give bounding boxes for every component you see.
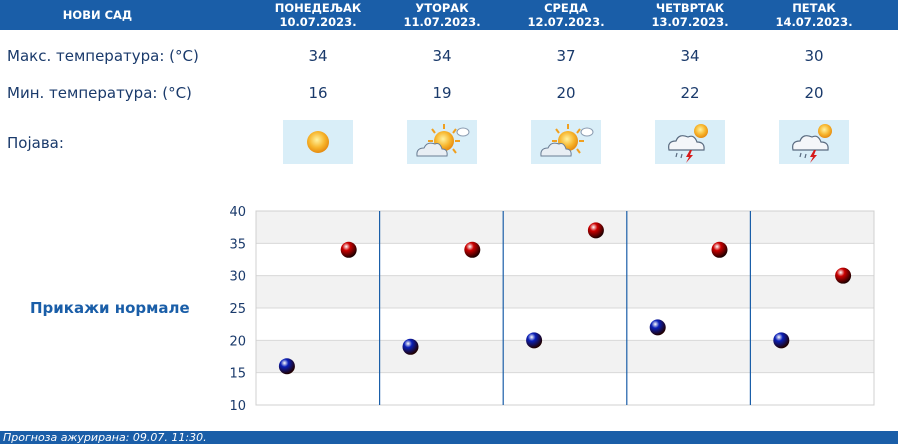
grid-band [256,211,874,244]
grid-band [256,308,874,341]
show-normals-link[interactable]: Прикажи нормале [30,299,190,317]
temperature-chart: 10 15 20 25 30 35 40 [229,205,875,414]
day-header-1: ПОНЕДЕЉАК 10.07.2023. [256,1,380,29]
day-date: 11.07.2023. [403,15,481,29]
grid-band [256,372,874,405]
y-tick-label: 20 [229,334,246,349]
max-temp-point [711,241,728,258]
y-tick-label: 25 [229,302,246,317]
day-name: ЧЕТВРТАК [655,1,725,15]
y-tick-label: 15 [229,367,246,382]
max-temp-day-5: 30 [804,47,824,65]
partly-cloudy-icon [531,120,601,164]
y-tick-label: 30 [229,270,246,285]
day-name: ПЕТАК [792,1,836,15]
min-temp-point [402,338,419,355]
min-temp-label: Мин. температура: (°C) [7,84,192,102]
day-header-5: ПЕТАК 14.07.2023. [752,1,876,29]
plot-frame [255,210,875,406]
max-temp-point [464,241,481,258]
max-temp-day-3: 37 [556,47,576,65]
partly-cloudy-icon [407,120,477,164]
max-temp-point [587,222,604,239]
max-temp-day-2: 34 [432,47,452,65]
grid-band [256,340,874,373]
thunderstorm-icon [779,120,849,164]
max-temp-label: Макс. температура: (°C) [7,47,199,65]
day-date: 12.07.2023. [527,15,605,29]
min-temp-point [773,332,790,349]
min-temp-day-4: 22 [680,84,700,102]
max-temp-day-1: 34 [308,47,328,65]
day-header-3: СРЕДА 12.07.2023. [504,1,628,29]
forecast-updated: Прогноза ажурирана: 09.07. 11:30. [0,431,898,444]
y-tick-label: 10 [229,399,246,414]
city-name: НОВИ САД [62,8,133,22]
max-temp-day-4: 34 [680,47,700,65]
grid-band [256,243,874,276]
min-temp-point [526,332,543,349]
min-temp-day-2: 19 [432,84,452,102]
thunderstorm-icon [655,120,725,164]
max-temp-point [340,241,357,258]
day-name: ПОНЕДЕЉАК [274,1,362,15]
day-name: СРЕДА [544,1,588,15]
y-tick-label: 35 [229,237,246,252]
min-temp-day-5: 20 [804,84,824,102]
min-temp-point [278,358,295,375]
grid-band [256,275,874,308]
day-name: УТОРАК [415,1,469,15]
day-date: 13.07.2023. [651,15,729,29]
min-temp-day-1: 16 [308,84,328,102]
y-tick-label: 40 [229,205,246,220]
sun-icon [283,120,353,164]
min-temp-day-3: 20 [556,84,576,102]
forecast-header: НОВИ САД ПОНЕДЕЉАК 10.07.2023. УТОРАК 11… [0,0,898,30]
day-date: 10.07.2023. [279,15,357,29]
day-header-4: ЧЕТВРТАК 13.07.2023. [628,1,752,29]
day-header-2: УТОРАК 11.07.2023. [380,1,504,29]
min-temp-point [649,319,666,336]
day-date: 14.07.2023. [775,15,853,29]
phenomenon-label: Појава: [7,134,64,152]
max-temp-point [835,267,852,284]
